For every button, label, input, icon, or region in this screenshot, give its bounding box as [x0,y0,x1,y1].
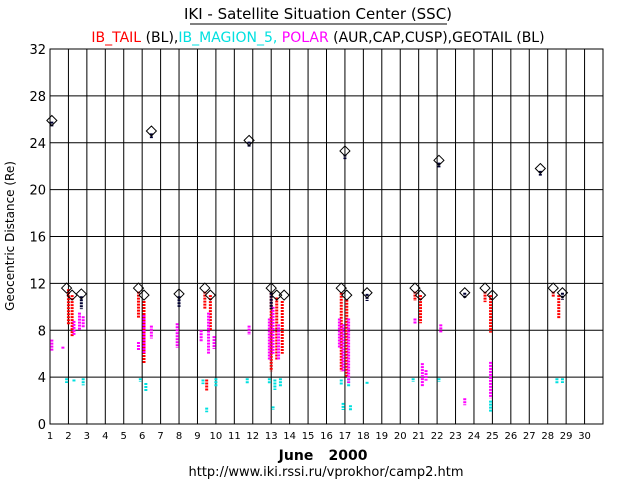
diamond-marker [459,287,471,299]
x-tick-label: 25 [486,431,499,442]
x-axis-year: 2000 [329,448,368,464]
diamond-marker [204,289,217,301]
y-tick-label: 24 [29,137,46,152]
diamond-marker [138,289,150,301]
diamond-marker [199,282,211,294]
subtitle-magion: IB_MAGION_5, [178,30,277,46]
chart-title: IKI - Satellite Situation Center (SSC) [184,5,452,23]
x-tick-label: 26 [504,431,517,442]
x-tick-label: 5 [121,431,127,442]
y-tick-label: 8 [38,324,46,339]
diamond-marker [547,282,559,294]
diamond-marker [335,282,347,294]
diamond-marker [479,282,491,294]
x-tick-label: 28 [541,431,554,442]
x-tick-label: 8 [176,431,182,442]
x-axis-month: June [278,448,314,464]
y-tick-label: 4 [38,371,46,386]
chart-subtitle: IB_TAIL (BL),IB_MAGION_5, POLAR (AUR,CAP… [91,30,544,46]
subtitle-ib-tail: IB_TAIL [91,30,141,46]
diamond-marker [341,289,353,301]
y-axis-label: Geocentric Distance (Re) [3,161,17,311]
diamond-marker [66,289,78,301]
y-tick-label: 0 [38,418,46,433]
x-tick-label: 16 [320,431,333,442]
x-tick-label: 3 [84,431,90,442]
x-tick-label: 9 [194,431,200,442]
x-tick-label: 27 [523,431,536,442]
x-tick-label: 1 [47,431,53,442]
tick-labels: 1 2 3 4 5 6 7 8 9 10 11 12 13 14 15 16 17 18 19 20 21 22 23 24 2… [29,43,590,442]
diamond-marker [46,114,58,127]
diamond-marker [145,125,158,137]
x-tick-label: 23 [449,431,462,442]
x-tick-label: 4 [102,431,108,442]
diamond-marker [132,282,145,294]
diamond-marker [534,162,547,175]
y-tick-label: 32 [29,43,46,58]
diamond-marker [486,289,499,301]
data-marks [50,121,564,413]
diamond-marker [556,287,569,299]
diamond-marker [339,145,351,157]
x-tick-label: 30 [578,431,591,442]
y-tick-label: 16 [29,231,46,246]
diamond-marker [173,288,185,300]
x-tick-label: 2 [65,431,71,442]
x-tick-label: 22 [431,431,444,442]
diamond-markers [46,114,569,301]
diamond-marker [75,288,88,300]
x-tick-label: 12 [246,431,259,442]
diamond-marker [409,282,421,294]
x-tick-label: 14 [283,431,296,442]
x-tick-label: 29 [560,431,573,442]
x-tick-label: 6 [139,431,145,442]
y-tick-label: 20 [29,184,46,199]
source-url: http://www.iki.rssi.ru/vprokhor/camp2.ht… [189,465,464,480]
diamond-marker [361,287,373,299]
y-tick-label: 28 [29,90,46,105]
diamond-marker [243,134,255,147]
subtitle-geotail: (AUR,CAP,CUSP),GEOTAIL (BL) [329,30,545,46]
x-tick-label: 7 [157,431,163,442]
y-tick-label: 12 [29,277,46,292]
x-tick-label: 17 [339,431,352,442]
x-tick-label: 15 [302,431,315,442]
x-tick-label: 21 [412,431,425,442]
x-tick-label: 24 [468,431,481,442]
diamond-marker [265,282,277,294]
subtitle-ib-tail-suffix: (BL), [141,30,178,46]
x-tick-label: 19 [375,431,388,442]
x-tick-label: 18 [357,431,370,442]
x-tick-label: 10 [210,431,223,442]
subtitle-polar: POLAR [277,30,329,46]
diamond-marker [433,154,445,167]
diamond-marker [414,289,427,301]
diamond-marker [278,289,290,301]
x-tick-label: 20 [394,431,407,442]
x-tick-label: 13 [265,431,278,442]
diamond-marker [60,282,73,294]
grid [49,48,604,425]
x-tick-label: 11 [228,431,241,442]
